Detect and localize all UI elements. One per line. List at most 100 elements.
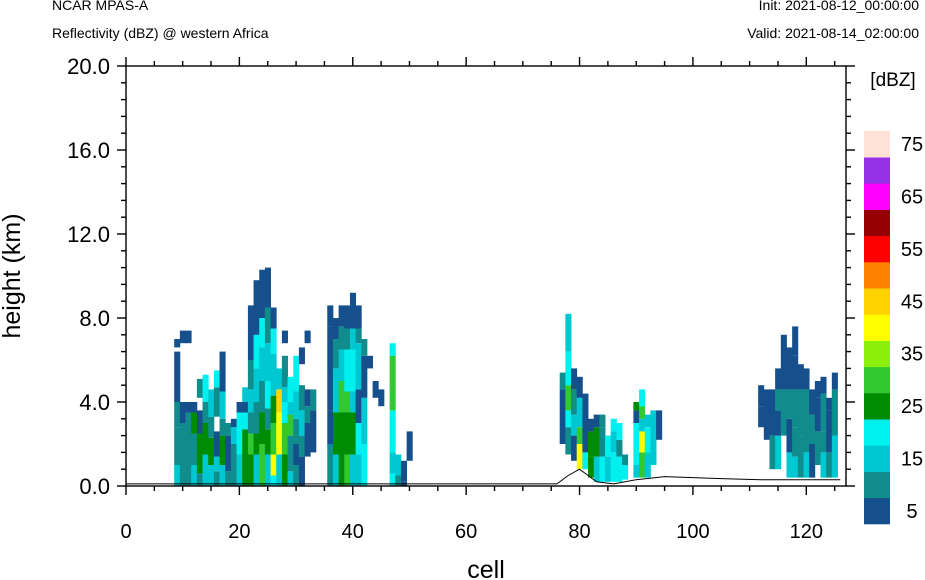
reflectivity-cell [361, 444, 368, 486]
reflectivity-cell [349, 292, 357, 329]
reflectivity-cell [565, 385, 572, 411]
reflectivity-cell [236, 412, 243, 455]
init-time: Init: 2021-08-12_00:00:00 [758, 0, 919, 13]
reflectivity-cell [593, 456, 600, 482]
reflectivity-cell [831, 372, 838, 390]
reflectivity-cell [270, 395, 277, 423]
reflectivity-cell [270, 353, 277, 396]
reflectivity-cell [264, 381, 271, 409]
reflectivity-cell [310, 410, 317, 453]
reflectivity-cell [185, 412, 192, 486]
reflectivity-cell [389, 473, 396, 486]
x-tick-label: 20 [228, 521, 250, 543]
reflectivity-cell [361, 355, 368, 398]
reflectivity-cell [338, 381, 345, 413]
reflectivity-cell [349, 391, 357, 413]
colorbar-label: 25 [901, 396, 923, 418]
y-tick-label: 20.0 [67, 54, 110, 79]
y-tick-label: 16.0 [67, 138, 110, 163]
reflectivity-cell [174, 351, 181, 402]
reflectivity-cell [196, 433, 203, 474]
reflectivity-cell [769, 389, 776, 436]
colorbar-label: 45 [901, 291, 923, 313]
reflectivity-cell [293, 355, 300, 392]
reflectivity-cell [230, 427, 237, 444]
colorbar-swatch [864, 314, 890, 341]
reflectivity-cell [605, 456, 612, 482]
reflectivity-cell [372, 381, 379, 398]
reflectivity-cell [236, 454, 243, 486]
reflectivity-cell [780, 334, 787, 390]
reflectivity-cell [327, 305, 334, 327]
reflectivity-cell [247, 360, 254, 390]
x-tick-label: 80 [568, 521, 590, 543]
reflectivity-cell [780, 389, 787, 436]
reflectivity-cell [338, 305, 345, 327]
reflectivity-cell [656, 410, 663, 440]
reflectivity-cell [571, 368, 578, 390]
reflectivity-cell [599, 456, 606, 482]
reflectivity-cell [826, 452, 833, 478]
y-tick-label: 12.0 [67, 222, 110, 247]
reflectivity-cell [639, 406, 646, 419]
reflectivity-cell [276, 412, 283, 455]
reflectivity-cell [270, 454, 277, 476]
reflectivity-cell [355, 389, 362, 423]
colorbar-swatch [864, 235, 890, 263]
reflectivity-cell [650, 410, 657, 465]
reflectivity-cell [786, 418, 793, 453]
reflectivity-cell [276, 368, 283, 390]
reflectivity-cell [281, 423, 288, 455]
reflectivity-cell [797, 389, 804, 436]
reflectivity-cell [644, 452, 651, 478]
reflectivity-cell [293, 418, 300, 444]
reflectivity-cell [395, 454, 402, 476]
reflectivity-cell [820, 393, 827, 432]
reflectivity-cell [191, 412, 198, 434]
reflectivity-cell [616, 456, 623, 482]
reflectivity-cell [298, 456, 305, 486]
reflectivity-cell [576, 444, 583, 470]
reflectivity-cell [298, 435, 305, 457]
reflectivity-cell [179, 402, 186, 423]
reflectivity-cell [565, 410, 572, 428]
reflectivity-cell [259, 347, 266, 381]
colorbar-label: 55 [901, 239, 923, 261]
x-axis: 0 20 40 60 80 100 120 [120, 57, 836, 543]
x-tick-label: 40 [342, 521, 364, 543]
reflectivity-cell [610, 431, 617, 453]
reflectivity-cell [344, 454, 351, 486]
reflectivity-cell [349, 454, 357, 486]
colorbar-swatch [864, 393, 890, 420]
reflectivity-cell [639, 418, 646, 432]
reflectivity-cell [332, 368, 339, 413]
reflectivity-cell [389, 452, 396, 474]
reflectivity-cell [179, 475, 186, 486]
reflectivity-cell [582, 393, 589, 453]
reflectivity-cell [304, 423, 311, 457]
reflectivity-cell [202, 374, 209, 402]
reflectivity-cell [361, 339, 368, 356]
reflectivity-cell [775, 435, 782, 470]
reflectivity-cell [298, 410, 305, 436]
reflectivity-cell [281, 355, 288, 388]
y-axis-label: height (km) [0, 213, 26, 338]
colorbar-label: 5 [906, 501, 917, 523]
reflectivity-cell [599, 427, 606, 457]
reflectivity-cell [287, 414, 294, 436]
reflectivity-cell [230, 418, 237, 428]
y-tick-label: 4.0 [79, 390, 110, 415]
reflectivity-cell [803, 452, 810, 478]
colorbar-label: 65 [901, 187, 923, 209]
reflectivity-cell [259, 444, 266, 486]
reflectivity-cell [253, 368, 260, 402]
reflectivity-cell [287, 435, 294, 472]
reflectivity-cell [633, 410, 640, 423]
reflectivity-cell [213, 471, 220, 486]
colorbar-unit: [dBZ] [870, 70, 915, 91]
y-axis: 0.0 4.0 8.0 12.0 16.0 20.0 [67, 54, 855, 499]
y-tick-label: 0.0 [79, 474, 110, 499]
colorbar-swatch [864, 419, 890, 446]
reflectivity-cell [270, 307, 277, 329]
reflectivity-cell [191, 465, 198, 486]
